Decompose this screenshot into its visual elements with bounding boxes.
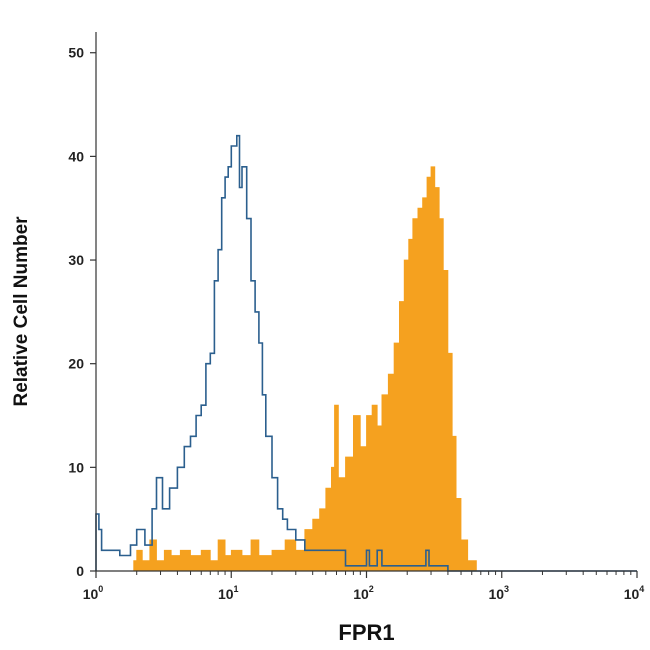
- y-tick-label: 10: [68, 459, 84, 475]
- series-filled-histogram: [96, 166, 637, 572]
- series-layer: [95, 134, 637, 572]
- y-tick-label: 30: [68, 252, 84, 268]
- x-tick-label: 101: [218, 584, 239, 602]
- y-tick-label: 50: [68, 45, 84, 61]
- y-tick-label: 20: [68, 356, 84, 372]
- x-tick-label: 103: [488, 584, 509, 602]
- x-axis-title: FPR1: [338, 620, 394, 645]
- x-tick-label: 104: [624, 584, 645, 602]
- y-tick-label: 0: [76, 563, 84, 579]
- y-tick-label: 40: [68, 148, 84, 164]
- series-outline-histogram: [95, 134, 637, 572]
- x-tick-label: 100: [83, 584, 104, 602]
- x-tick-label: 102: [353, 584, 374, 602]
- ticks-layer: 0 10 20 30 40 50 100 101 102 103 104: [68, 45, 644, 602]
- y-axis-title: Relative Cell Number: [11, 216, 32, 407]
